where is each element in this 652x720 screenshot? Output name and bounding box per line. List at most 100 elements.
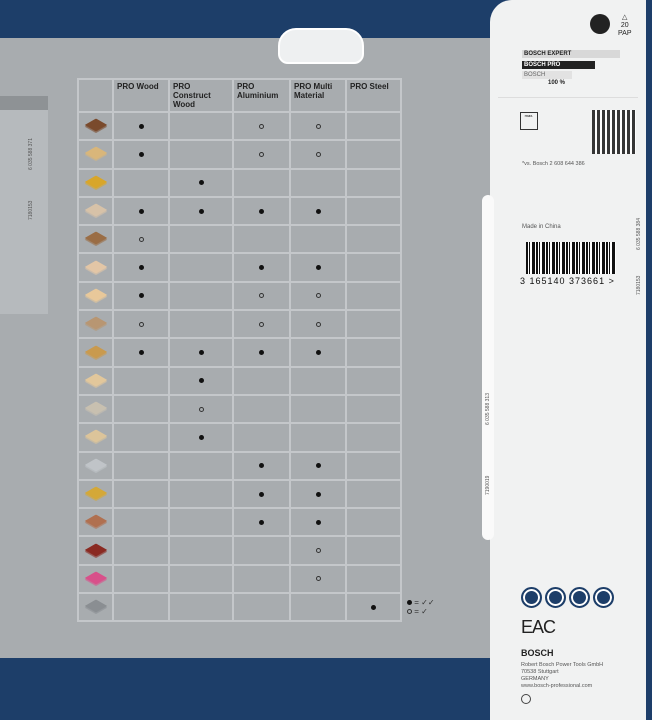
table-cell xyxy=(112,478,170,510)
table-cell xyxy=(232,195,291,227)
ring-icon xyxy=(315,576,321,582)
table-cell xyxy=(345,365,402,396)
middle-strip: 6 035 588 313 7190019 xyxy=(482,195,494,540)
table-cell xyxy=(345,195,402,227)
ring-icon xyxy=(315,321,321,327)
table-cell xyxy=(168,224,234,255)
table-cell xyxy=(112,535,170,566)
table-cell xyxy=(112,252,170,283)
dot-icon xyxy=(259,519,264,525)
batch-code-right: 7180153 xyxy=(636,275,642,295)
footnote: *vs. Bosch 2 608 644 386 xyxy=(522,161,585,167)
table-row xyxy=(77,337,402,368)
table-row xyxy=(77,280,402,312)
speed-gauge-icon: max. xyxy=(520,112,538,130)
plastic-icon xyxy=(84,571,107,585)
table-cell xyxy=(345,563,402,595)
table-cell xyxy=(289,110,347,142)
table-cell xyxy=(112,365,170,396)
read-manual-icon xyxy=(593,587,614,608)
table-cell xyxy=(168,110,234,142)
table-cell xyxy=(232,535,291,566)
table-cell xyxy=(168,478,234,510)
dot-icon xyxy=(198,350,204,356)
side-strip: 6 035 588 371 7180153 xyxy=(0,96,48,314)
plywood-icon xyxy=(84,231,107,245)
table-cell xyxy=(345,450,402,481)
legend-dot: = ✓✓ xyxy=(414,598,435,607)
table-cell xyxy=(289,393,347,425)
table-cell xyxy=(232,309,291,340)
table-cell xyxy=(289,535,347,566)
eye-protection-icon xyxy=(521,587,542,608)
dot-icon xyxy=(198,434,204,440)
table-cell xyxy=(112,393,170,425)
table-cell xyxy=(289,252,347,283)
wood-board-icon xyxy=(84,118,107,132)
table-cell xyxy=(232,422,291,453)
table-cell xyxy=(289,139,347,170)
dot-icon xyxy=(315,265,321,271)
dot-icon xyxy=(138,350,144,356)
safety-icons xyxy=(521,587,617,613)
table-cell xyxy=(168,563,234,595)
article-number: 6 035 588 371 xyxy=(28,138,34,170)
dot-icon xyxy=(259,208,264,214)
ring-icon xyxy=(315,123,321,129)
softwood-icon xyxy=(84,146,107,160)
table-cell xyxy=(345,535,402,566)
table-cell xyxy=(168,167,234,198)
table-cell xyxy=(232,110,291,142)
dot-icon xyxy=(198,378,204,384)
ring-icon xyxy=(198,406,204,412)
bar-bosch-pro: BOSCH PRO xyxy=(522,61,595,69)
table-cell xyxy=(345,139,402,170)
percent-label: 100 % xyxy=(548,80,566,86)
table-cell xyxy=(345,422,402,453)
article-number-right: 6 035 588 384 xyxy=(636,218,642,250)
table-cell xyxy=(168,280,234,312)
table-cell xyxy=(112,337,170,368)
dot-icon xyxy=(315,491,321,497)
table-row xyxy=(77,450,402,481)
hearing-protection-icon xyxy=(545,587,566,608)
ring-icon xyxy=(259,151,264,157)
table-cell xyxy=(168,450,234,481)
table-cell xyxy=(112,507,170,538)
table-cell xyxy=(112,224,170,255)
table-cell xyxy=(345,224,402,255)
table-row xyxy=(77,563,402,595)
table-row xyxy=(77,422,402,453)
aluminium-profile-icon xyxy=(84,458,107,472)
green-dot-recycle-icon xyxy=(590,14,610,34)
table-cell xyxy=(112,110,170,142)
dot-icon xyxy=(259,491,264,497)
qr-code xyxy=(592,110,636,154)
ring-icon xyxy=(259,123,264,129)
legend: = ✓✓ = ✓ xyxy=(407,598,435,616)
table-cell xyxy=(112,309,170,340)
pallet-icon xyxy=(84,429,107,443)
column-header: PRO Construct Wood xyxy=(168,78,234,113)
column-header xyxy=(77,78,114,113)
table-cell xyxy=(289,309,347,340)
table-cell xyxy=(168,422,234,453)
table-cell xyxy=(112,167,170,198)
ring-icon xyxy=(259,293,264,299)
table-cell xyxy=(232,450,291,481)
dot-icon xyxy=(259,265,264,271)
acrylic-icon xyxy=(84,543,107,557)
table-cell xyxy=(345,167,402,198)
table-cell xyxy=(232,563,291,595)
table-cell xyxy=(232,337,291,368)
table-row xyxy=(77,110,402,142)
table-cell xyxy=(345,252,402,283)
dot-icon xyxy=(315,463,321,469)
table-cell xyxy=(232,507,291,538)
table-cell xyxy=(232,280,291,312)
table-row xyxy=(77,365,402,396)
made-in: Made in China xyxy=(522,224,561,230)
table-cell xyxy=(289,450,347,481)
beams-icon xyxy=(84,373,107,387)
application-table: PRO Wood PRO Construct Wood PRO Aluminium P… xyxy=(77,78,402,623)
